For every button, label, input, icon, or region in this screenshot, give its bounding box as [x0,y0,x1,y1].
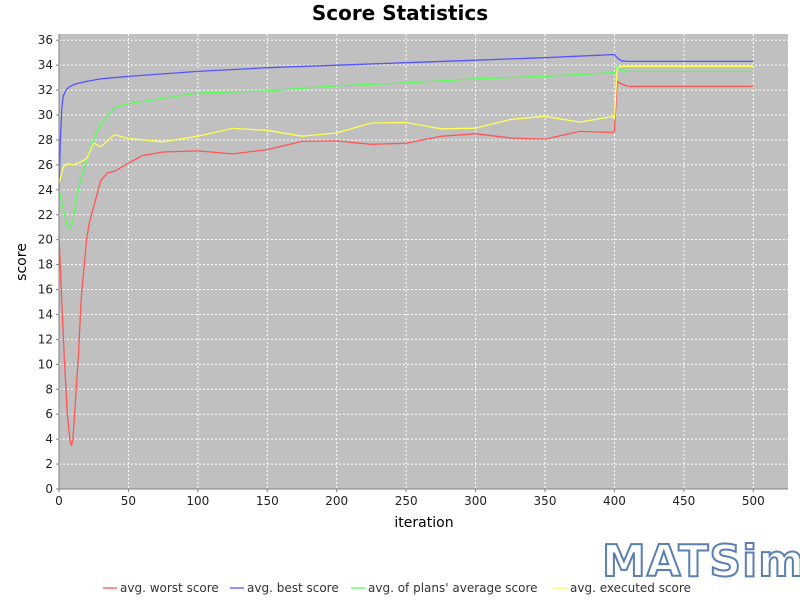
y-tick-label: 10 [38,357,53,371]
y-tick-label: 24 [38,183,53,197]
series-lines [58,53,754,447]
y-tick-label: 4 [45,432,53,446]
x-axis-ticks: 0 50 100 150 200 250 300 350 400 450 500 [55,489,765,508]
y-tick-label: 18 [38,258,53,272]
x-tick-label: 450 [672,494,695,508]
y-tick-label: 14 [38,307,53,321]
y-tick-label: 30 [38,108,53,122]
legend-label-0: avg. worst score [120,581,219,595]
y-axis-label: score [14,243,30,281]
legend-label-1: avg. best score [247,581,339,595]
legend: avg. worst score avg. best score avg. of p… [103,581,691,595]
legend-label-3: avg. executed score [570,581,691,595]
y-tick-label: 26 [38,158,53,172]
x-tick-label: 200 [325,494,348,508]
y-tick-label: 36 [38,33,53,47]
x-tick-label: 400 [603,494,626,508]
x-tick-label: 50 [121,494,136,508]
series-line-1 [58,53,754,190]
legend-label-2: avg. of plans' average score [368,581,538,595]
series-line-2 [58,65,754,230]
y-tick-label: 28 [38,133,53,147]
x-tick-label: 250 [395,494,418,508]
series-line-3 [58,65,754,184]
matsim-logo: MATSim [601,535,800,588]
logo-text: MATSim [602,536,800,587]
y-tick-label: 12 [38,332,53,346]
axes [58,34,788,490]
x-tick-label: 100 [186,494,209,508]
y-tick-label: 0 [45,482,53,496]
y-tick-label: 2 [45,457,53,471]
chart-title: Score Statistics [312,1,488,25]
y-tick-label: 8 [45,382,53,396]
x-tick-label: 350 [534,494,557,508]
plot-area [59,34,788,489]
x-tick-label: 300 [464,494,487,508]
x-tick-label: 0 [55,494,63,508]
x-tick-label: 500 [742,494,765,508]
series-line-0 [58,80,754,447]
y-tick-label: 34 [38,58,53,72]
x-axis-label: iteration [394,515,453,531]
y-tick-label: 32 [38,83,53,97]
x-tick-label: 150 [256,494,279,508]
y-tick-label: 16 [38,283,53,297]
y-tick-label: 20 [38,233,53,247]
y-tick-label: 6 [45,407,53,421]
y-tick-label: 22 [38,208,53,222]
